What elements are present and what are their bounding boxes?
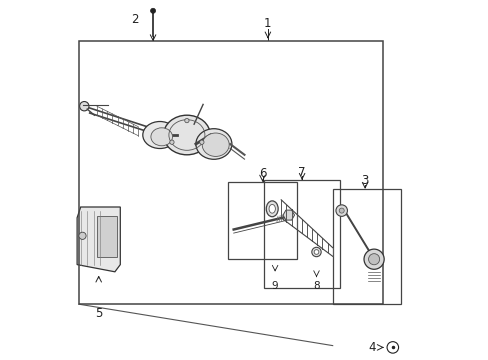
Bar (79, 41, 382, 304)
Text: 8: 8 (312, 281, 319, 291)
Ellipse shape (151, 128, 172, 146)
Circle shape (199, 140, 203, 144)
Circle shape (79, 232, 86, 239)
Circle shape (80, 102, 89, 111)
Text: 9: 9 (271, 281, 278, 291)
Circle shape (184, 118, 189, 123)
Ellipse shape (202, 133, 229, 157)
Bar (228, 182, 296, 259)
Circle shape (313, 250, 318, 254)
Text: 4: 4 (368, 341, 375, 354)
Text: 7: 7 (298, 166, 305, 179)
Text: 6: 6 (258, 167, 265, 180)
Circle shape (150, 8, 155, 13)
Circle shape (368, 254, 379, 265)
Circle shape (169, 140, 174, 144)
Ellipse shape (142, 122, 177, 149)
Bar (332, 189, 400, 304)
Ellipse shape (266, 201, 278, 217)
Polygon shape (77, 207, 120, 272)
Circle shape (339, 208, 344, 213)
Ellipse shape (196, 129, 231, 159)
Polygon shape (97, 216, 117, 257)
Ellipse shape (163, 115, 210, 155)
Text: 5: 5 (95, 307, 102, 320)
Circle shape (363, 249, 384, 269)
Text: 3: 3 (361, 174, 368, 186)
Bar (264, 180, 339, 288)
Text: 1: 1 (264, 17, 271, 30)
Text: 2: 2 (131, 13, 138, 26)
Circle shape (335, 205, 347, 216)
Ellipse shape (268, 204, 275, 213)
Circle shape (311, 247, 321, 257)
